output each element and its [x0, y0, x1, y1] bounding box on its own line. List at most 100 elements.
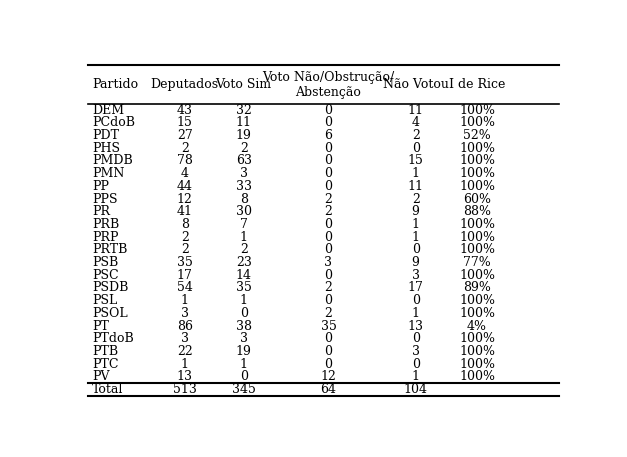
- Text: 1: 1: [240, 231, 248, 244]
- Text: 100%: 100%: [459, 154, 495, 167]
- Text: 2: 2: [240, 142, 248, 155]
- Text: PRP: PRP: [92, 231, 119, 244]
- Text: 11: 11: [408, 104, 424, 117]
- Text: 0: 0: [412, 332, 419, 345]
- Text: 43: 43: [177, 104, 192, 117]
- Text: 1: 1: [412, 167, 419, 180]
- Text: 86: 86: [177, 319, 192, 333]
- Text: Voto Não/Obstrução/
Abstenção: Voto Não/Obstrução/ Abstenção: [262, 71, 394, 99]
- Text: 32: 32: [236, 104, 251, 117]
- Text: 2: 2: [325, 307, 332, 320]
- Text: PTC: PTC: [92, 358, 119, 371]
- Text: 13: 13: [408, 319, 424, 333]
- Text: 104: 104: [404, 383, 428, 396]
- Text: Deputados: Deputados: [150, 78, 219, 91]
- Text: 4%: 4%: [467, 319, 487, 333]
- Text: 100%: 100%: [459, 142, 495, 155]
- Text: 2: 2: [325, 205, 332, 218]
- Text: 100%: 100%: [459, 231, 495, 244]
- Text: 35: 35: [177, 256, 192, 269]
- Text: 0: 0: [325, 154, 332, 167]
- Text: 30: 30: [236, 205, 251, 218]
- Text: 14: 14: [236, 269, 251, 282]
- Text: 22: 22: [177, 345, 192, 358]
- Text: 9: 9: [412, 256, 419, 269]
- Text: 52%: 52%: [463, 129, 491, 142]
- Text: PR: PR: [92, 205, 110, 218]
- Text: 0: 0: [325, 231, 332, 244]
- Text: Total: Total: [92, 383, 124, 396]
- Text: 0: 0: [325, 345, 332, 358]
- Text: 88%: 88%: [463, 205, 491, 218]
- Text: 0: 0: [325, 332, 332, 345]
- Text: 345: 345: [232, 383, 256, 396]
- Text: 100%: 100%: [459, 358, 495, 371]
- Text: 2: 2: [325, 282, 332, 294]
- Text: 0: 0: [325, 358, 332, 371]
- Text: 12: 12: [177, 192, 192, 206]
- Text: 100%: 100%: [459, 167, 495, 180]
- Text: I de Rice: I de Rice: [449, 78, 505, 91]
- Text: PSL: PSL: [92, 294, 117, 307]
- Text: 2: 2: [412, 129, 419, 142]
- Text: 15: 15: [177, 117, 192, 129]
- Text: 1: 1: [240, 358, 248, 371]
- Text: 100%: 100%: [459, 370, 495, 383]
- Text: 89%: 89%: [463, 282, 491, 294]
- Text: 19: 19: [236, 345, 251, 358]
- Text: Voto Sim: Voto Sim: [216, 78, 271, 91]
- Text: 17: 17: [177, 269, 192, 282]
- Text: PDT: PDT: [92, 129, 119, 142]
- Text: PT: PT: [92, 319, 109, 333]
- Text: 2: 2: [181, 142, 189, 155]
- Text: 13: 13: [177, 370, 192, 383]
- Text: PRB: PRB: [92, 218, 119, 231]
- Text: PMN: PMN: [92, 167, 124, 180]
- Text: 23: 23: [236, 256, 251, 269]
- Text: 513: 513: [173, 383, 197, 396]
- Text: 100%: 100%: [459, 218, 495, 231]
- Text: PRTB: PRTB: [92, 244, 127, 256]
- Text: 3: 3: [325, 256, 332, 269]
- Text: PTdoB: PTdoB: [92, 332, 134, 345]
- Text: 100%: 100%: [459, 345, 495, 358]
- Text: 38: 38: [236, 319, 251, 333]
- Text: 2: 2: [240, 244, 248, 256]
- Text: 0: 0: [325, 218, 332, 231]
- Text: 0: 0: [325, 117, 332, 129]
- Text: 15: 15: [408, 154, 424, 167]
- Text: 0: 0: [412, 294, 419, 307]
- Text: PSOL: PSOL: [92, 307, 128, 320]
- Text: 0: 0: [412, 244, 419, 256]
- Text: PV: PV: [92, 370, 110, 383]
- Text: 1: 1: [181, 294, 189, 307]
- Text: 100%: 100%: [459, 332, 495, 345]
- Text: PCdoB: PCdoB: [92, 117, 135, 129]
- Text: 3: 3: [181, 307, 189, 320]
- Text: 100%: 100%: [459, 307, 495, 320]
- Text: PSB: PSB: [92, 256, 119, 269]
- Text: 3: 3: [240, 167, 248, 180]
- Text: 3: 3: [412, 269, 419, 282]
- Text: 0: 0: [325, 294, 332, 307]
- Text: 8: 8: [181, 218, 189, 231]
- Text: 2: 2: [325, 192, 332, 206]
- Text: 2: 2: [181, 244, 189, 256]
- Text: 4: 4: [412, 117, 419, 129]
- Text: 0: 0: [240, 370, 248, 383]
- Text: 1: 1: [240, 294, 248, 307]
- Text: DEM: DEM: [92, 104, 124, 117]
- Text: 60%: 60%: [463, 192, 491, 206]
- Text: 100%: 100%: [459, 180, 495, 193]
- Text: 54: 54: [177, 282, 192, 294]
- Text: 100%: 100%: [459, 269, 495, 282]
- Text: PTB: PTB: [92, 345, 118, 358]
- Text: Não Votou: Não Votou: [382, 78, 448, 91]
- Text: Partido: Partido: [92, 78, 138, 91]
- Text: 41: 41: [177, 205, 192, 218]
- Text: 0: 0: [412, 142, 419, 155]
- Text: 100%: 100%: [459, 117, 495, 129]
- Text: 3: 3: [412, 345, 419, 358]
- Text: 78: 78: [177, 154, 192, 167]
- Text: 6: 6: [325, 129, 332, 142]
